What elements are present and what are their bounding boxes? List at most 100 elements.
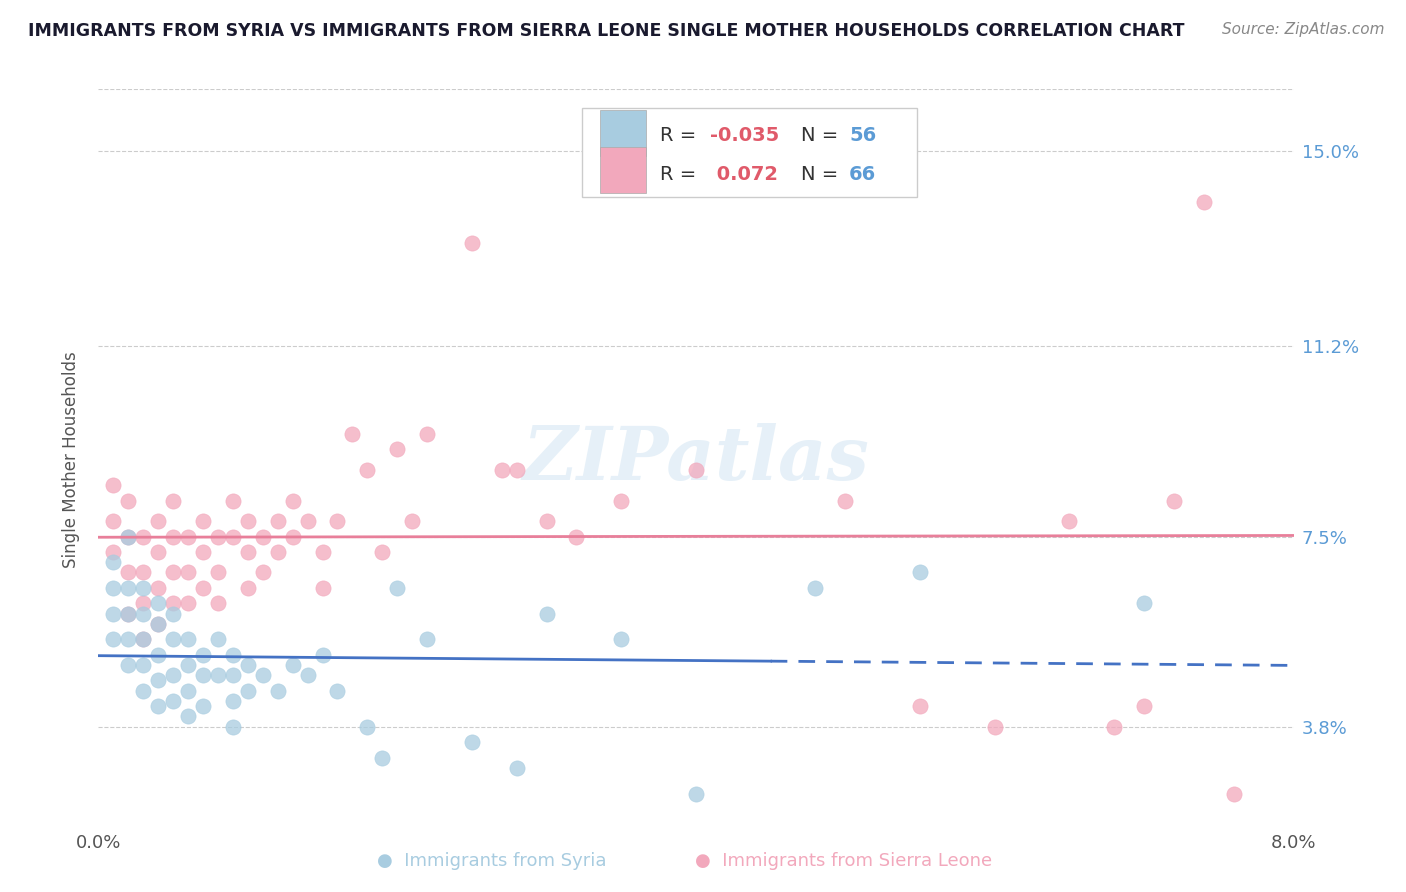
Point bbox=[356, 463, 378, 477]
Point bbox=[759, 154, 782, 169]
Point bbox=[506, 761, 529, 775]
Point bbox=[1104, 720, 1126, 734]
Point bbox=[267, 683, 290, 698]
Point bbox=[252, 529, 274, 543]
Point bbox=[326, 514, 349, 528]
Point bbox=[1163, 493, 1185, 508]
Point bbox=[685, 463, 707, 477]
Point bbox=[267, 514, 290, 528]
Point bbox=[117, 607, 139, 621]
Point bbox=[177, 709, 200, 723]
Point bbox=[565, 529, 588, 543]
Point bbox=[132, 607, 155, 621]
Point bbox=[297, 514, 319, 528]
Point bbox=[148, 616, 170, 631]
Point bbox=[162, 694, 184, 708]
Point bbox=[1223, 787, 1246, 801]
Point bbox=[177, 566, 200, 580]
Point bbox=[804, 581, 827, 595]
Point bbox=[834, 493, 856, 508]
Point bbox=[908, 566, 931, 580]
Text: N =: N = bbox=[801, 165, 845, 184]
Point bbox=[148, 581, 170, 595]
Text: R =: R = bbox=[661, 126, 703, 145]
Point bbox=[1192, 195, 1215, 210]
Point bbox=[222, 720, 245, 734]
Point bbox=[311, 581, 333, 595]
Point bbox=[416, 632, 439, 647]
Point bbox=[103, 581, 125, 595]
Text: 0.072: 0.072 bbox=[710, 165, 779, 184]
Point bbox=[148, 699, 170, 714]
Point bbox=[222, 648, 245, 662]
Text: 66: 66 bbox=[849, 165, 876, 184]
Point bbox=[491, 463, 513, 477]
Point bbox=[162, 632, 184, 647]
Point bbox=[162, 596, 184, 610]
Point bbox=[148, 514, 170, 528]
Point bbox=[148, 616, 170, 631]
Point bbox=[506, 463, 529, 477]
Point bbox=[311, 648, 333, 662]
Point bbox=[162, 493, 184, 508]
Point bbox=[267, 545, 290, 559]
FancyBboxPatch shape bbox=[582, 108, 917, 196]
Point bbox=[207, 668, 229, 682]
Point bbox=[103, 478, 125, 492]
Point bbox=[191, 514, 214, 528]
Point bbox=[1133, 596, 1156, 610]
Point bbox=[385, 581, 409, 595]
Point bbox=[117, 566, 139, 580]
Point bbox=[297, 668, 319, 682]
Point bbox=[207, 566, 229, 580]
Point bbox=[401, 514, 423, 528]
Point bbox=[177, 632, 200, 647]
Point bbox=[236, 658, 259, 673]
Point bbox=[236, 514, 259, 528]
Text: R =: R = bbox=[661, 165, 703, 184]
Point bbox=[177, 596, 200, 610]
Point bbox=[103, 555, 125, 569]
Point bbox=[132, 596, 155, 610]
Point bbox=[132, 658, 155, 673]
Point bbox=[536, 607, 558, 621]
Text: ●  Immigrants from Sierra Leone: ● Immigrants from Sierra Leone bbox=[695, 852, 993, 870]
Point bbox=[117, 529, 139, 543]
Point bbox=[162, 668, 184, 682]
Point bbox=[371, 545, 394, 559]
Point bbox=[117, 581, 139, 595]
Point bbox=[148, 545, 170, 559]
Point bbox=[222, 668, 245, 682]
Point bbox=[1059, 514, 1081, 528]
Point bbox=[148, 673, 170, 688]
Point bbox=[117, 607, 139, 621]
Text: ZIPatlas: ZIPatlas bbox=[523, 423, 869, 496]
Point bbox=[177, 683, 200, 698]
Point bbox=[326, 683, 349, 698]
Point bbox=[281, 529, 304, 543]
Point bbox=[117, 493, 139, 508]
Point bbox=[207, 529, 229, 543]
Point bbox=[177, 529, 200, 543]
Point bbox=[162, 607, 184, 621]
Point bbox=[132, 683, 155, 698]
Point bbox=[252, 668, 274, 682]
Point bbox=[281, 493, 304, 508]
Point bbox=[103, 545, 125, 559]
Point bbox=[536, 514, 558, 528]
Point bbox=[908, 699, 931, 714]
Point bbox=[416, 426, 439, 441]
Point bbox=[222, 694, 245, 708]
Point bbox=[461, 236, 484, 251]
Point bbox=[103, 632, 125, 647]
Point bbox=[342, 426, 364, 441]
FancyBboxPatch shape bbox=[600, 110, 645, 156]
Text: ●  Immigrants from Syria: ● Immigrants from Syria bbox=[377, 852, 607, 870]
Point bbox=[191, 699, 214, 714]
Point bbox=[207, 632, 229, 647]
FancyBboxPatch shape bbox=[600, 147, 645, 193]
Point bbox=[311, 545, 333, 559]
Point bbox=[685, 787, 707, 801]
Point bbox=[191, 648, 214, 662]
Point bbox=[222, 493, 245, 508]
